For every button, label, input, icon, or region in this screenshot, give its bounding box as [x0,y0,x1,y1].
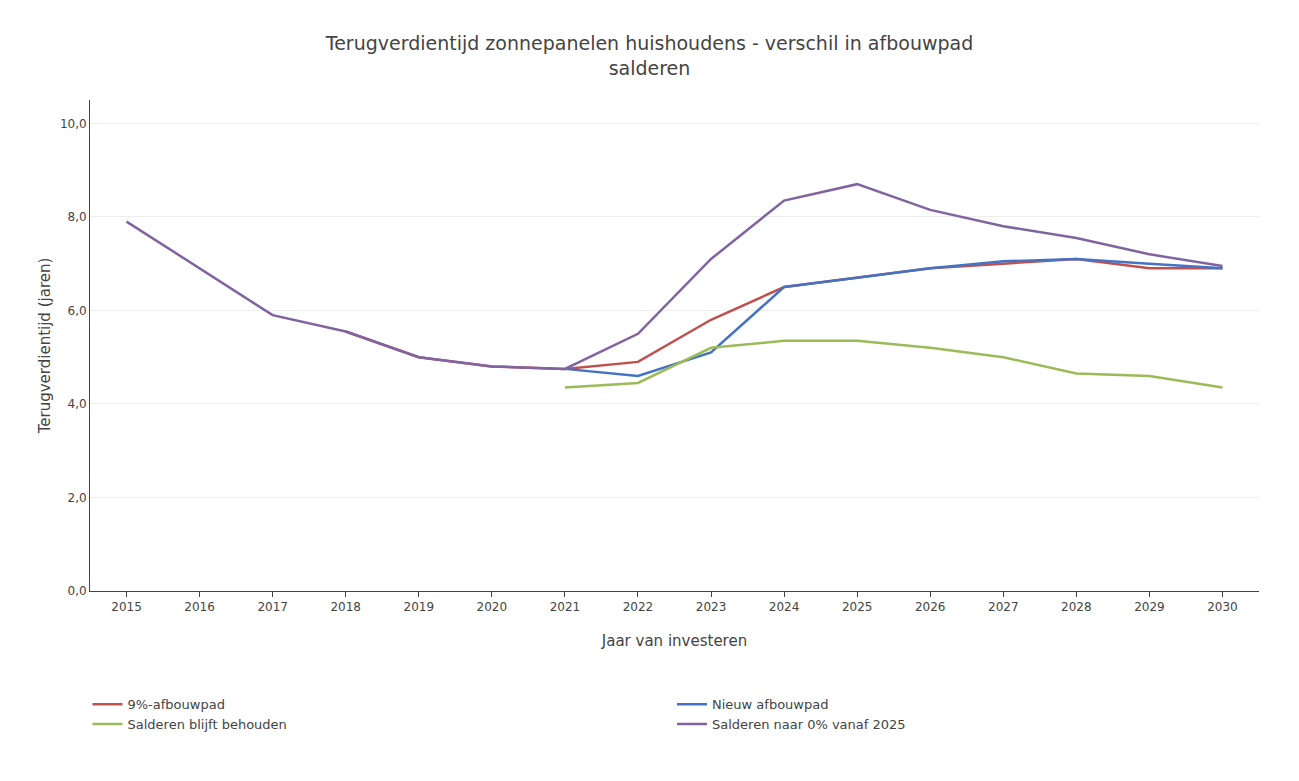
svg-text:Terugverdientijd (jaren): Terugverdientijd (jaren) [36,258,54,435]
svg-text:Jaar van investeren: Jaar van investeren [601,632,747,650]
svg-text:10,0: 10,0 [60,117,87,131]
svg-text:4,0: 4,0 [68,397,87,411]
svg-text:Salderen naar 0% vanaf 2025: Salderen naar 0% vanaf 2025 [712,717,906,732]
svg-text:2016: 2016 [184,600,215,614]
svg-text:2020: 2020 [477,600,508,614]
svg-text:6,0: 6,0 [68,304,87,318]
svg-text:Salderen blijft behouden: Salderen blijft behouden [128,717,287,732]
svg-text:2017: 2017 [257,600,288,614]
svg-text:2022: 2022 [623,600,654,614]
svg-text:2,0: 2,0 [68,491,87,505]
svg-text:2029: 2029 [1134,600,1165,614]
svg-text:2030: 2030 [1207,600,1238,614]
svg-text:Nieuw afbouwpad: Nieuw afbouwpad [712,697,828,712]
svg-text:2015: 2015 [111,600,142,614]
svg-text:Terugverdientijd zonnepanelen: Terugverdientijd zonnepanelen huishouden… [325,32,973,79]
svg-text:2019: 2019 [404,600,435,614]
svg-text:2024: 2024 [769,600,800,614]
svg-text:2023: 2023 [696,600,727,614]
svg-text:2026: 2026 [915,600,946,614]
svg-text:2025: 2025 [842,600,873,614]
svg-text:2021: 2021 [550,600,581,614]
svg-text:2028: 2028 [1061,600,1092,614]
svg-text:2027: 2027 [988,600,1019,614]
svg-text:8,0: 8,0 [68,210,87,224]
svg-text:9%-afbouwpad: 9%-afbouwpad [128,697,225,712]
svg-text:2018: 2018 [330,600,361,614]
svg-text:0,0: 0,0 [68,584,87,598]
